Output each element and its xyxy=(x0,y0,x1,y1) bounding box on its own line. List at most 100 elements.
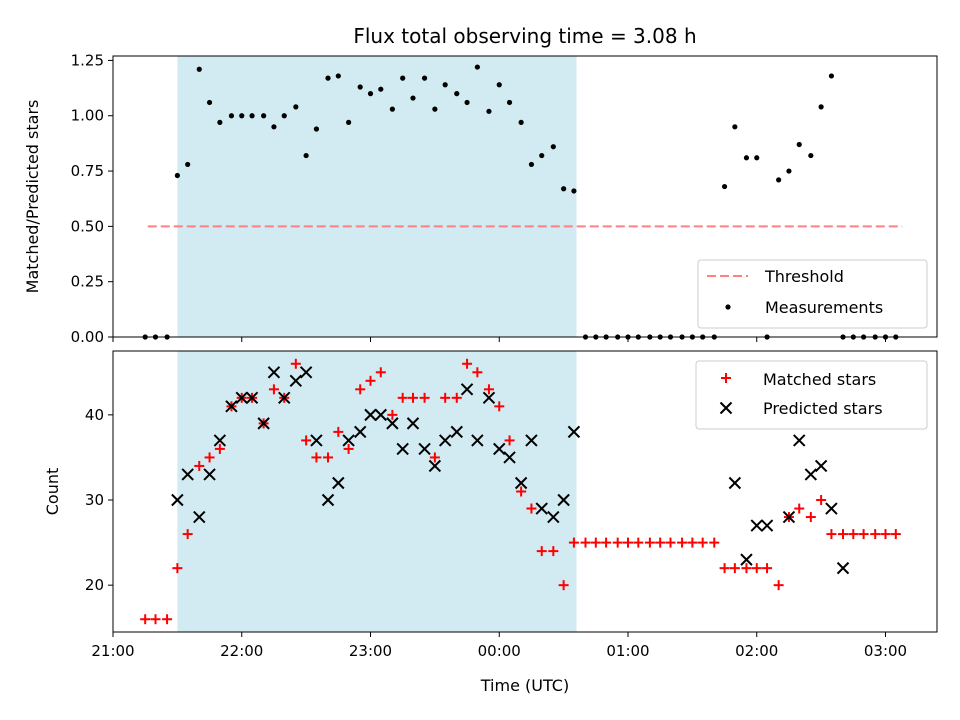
predicted-star-point xyxy=(804,468,818,481)
predicted-star-point xyxy=(181,468,194,481)
matched-star-point xyxy=(483,384,494,395)
legend-matched-swatch xyxy=(721,373,731,383)
predicted-star-point xyxy=(225,400,238,413)
predicted-star-point xyxy=(493,442,506,456)
measurement-point xyxy=(796,141,802,148)
top-y-tick-label: 0.75 xyxy=(71,162,104,180)
matched-star-point xyxy=(601,537,612,548)
matched-star-point xyxy=(333,426,344,437)
predicted-star-point xyxy=(471,434,484,447)
predicted-star-point xyxy=(171,493,184,507)
predicted-star-point xyxy=(782,510,796,524)
matched-star-point xyxy=(558,580,569,591)
measurement-point xyxy=(486,108,492,114)
measurement-point xyxy=(743,155,750,161)
predicted-star-point xyxy=(386,417,399,430)
x-axis-label: Time (UTC) xyxy=(480,676,569,695)
predicted-star-point xyxy=(193,510,206,524)
measurement-point xyxy=(776,177,782,183)
matched-star-point xyxy=(870,529,881,540)
matched-star-point xyxy=(890,529,901,540)
predicted-star-point xyxy=(814,459,828,473)
matched-star-point xyxy=(516,486,527,497)
measurement-point xyxy=(732,124,738,130)
predicted-star-point xyxy=(235,391,248,405)
legend-predicted-swatch xyxy=(719,401,733,415)
matched-star-point xyxy=(826,529,837,540)
predicted-star-point xyxy=(267,366,281,379)
measurement-point xyxy=(721,183,728,190)
predicted-star-point xyxy=(460,383,474,396)
measurement-point xyxy=(293,104,299,110)
matched-star-point xyxy=(429,452,440,463)
legend-x-marker xyxy=(719,401,733,415)
predicted-star-point xyxy=(353,425,367,439)
matched-star-point xyxy=(140,614,151,625)
measurement-point xyxy=(454,91,460,97)
measurement-point xyxy=(561,186,567,192)
measurement-point xyxy=(786,168,792,174)
predicted-star-point xyxy=(750,519,763,532)
predicted-star-point xyxy=(332,476,345,490)
predicted-star-point xyxy=(428,459,442,473)
matched-star-point xyxy=(150,614,161,625)
predicted-star-point xyxy=(825,502,838,515)
bottom-x-ticks: 21:00 22:00 23:00 00:00 01:00 02:00 03:00 xyxy=(91,632,907,660)
measurement-point xyxy=(754,155,760,161)
matched-star-point xyxy=(633,537,644,548)
measurement-point xyxy=(196,66,202,72)
predicted-star-point xyxy=(503,451,516,464)
predicted-star-point xyxy=(396,442,409,456)
x-tick-label: 23:00 xyxy=(349,642,392,660)
legend-threshold-label: Threshold xyxy=(764,267,844,286)
top-y-tick-label: 0.00 xyxy=(71,328,104,346)
matched-star-point xyxy=(407,392,418,403)
top-axes-frame xyxy=(112,55,938,338)
bottom-y-ticks: 20 30 40 xyxy=(85,406,113,594)
top-x-ticks xyxy=(112,337,886,342)
measurement-point xyxy=(261,113,267,119)
legend-measurements-swatch xyxy=(725,304,731,310)
predicted-star-point xyxy=(278,391,291,405)
top-y-tick-label: 1.00 xyxy=(71,107,104,125)
measurement-point xyxy=(400,75,406,81)
predicted-star-point xyxy=(535,502,548,515)
matched-star-point xyxy=(741,563,752,574)
measurements-points xyxy=(142,64,899,340)
x-tick-label: 02:00 xyxy=(735,642,778,660)
matched-star-point xyxy=(838,529,849,540)
matched-star-point xyxy=(644,537,655,548)
matched-star-point xyxy=(204,452,215,463)
top-y-ticks: 0.00 0.25 0.50 0.75 1.00 1.25 xyxy=(71,51,113,346)
measurement-point xyxy=(313,126,320,132)
matched-star-point xyxy=(194,460,205,471)
measurement-point xyxy=(249,113,255,119)
predicted-star-point xyxy=(557,493,570,507)
matched-star-point xyxy=(419,392,430,403)
predicted-star-point xyxy=(310,434,323,447)
matched-star-point xyxy=(665,537,676,548)
measurement-point xyxy=(335,73,341,79)
matched-star-point xyxy=(311,452,322,463)
measurement-point xyxy=(464,99,470,106)
x-tick-label: 03:00 xyxy=(864,642,907,660)
matched-star-point xyxy=(440,392,451,403)
measurement-point xyxy=(421,75,428,81)
measurement-point xyxy=(410,95,416,101)
predicted-star-point xyxy=(525,434,538,447)
matched-star-point xyxy=(182,529,193,540)
predicted-star-point xyxy=(374,408,388,422)
bottom-y-tick-label: 20 xyxy=(85,576,104,594)
matched-star-point xyxy=(494,401,505,412)
matched-star-point xyxy=(805,512,816,523)
predicted-star-point xyxy=(364,408,377,422)
predicted-star-point xyxy=(321,493,335,507)
predicted-star-point xyxy=(567,425,581,439)
measurement-point xyxy=(378,86,384,92)
bottom-axes-frame xyxy=(112,350,938,633)
top-panel: 0.00 0.25 0.50 0.75 1.00 1.25 Flux total obse… xyxy=(23,24,938,346)
predicted-star-point xyxy=(342,434,355,447)
measurement-point xyxy=(217,119,223,125)
measurement-point xyxy=(442,82,448,88)
